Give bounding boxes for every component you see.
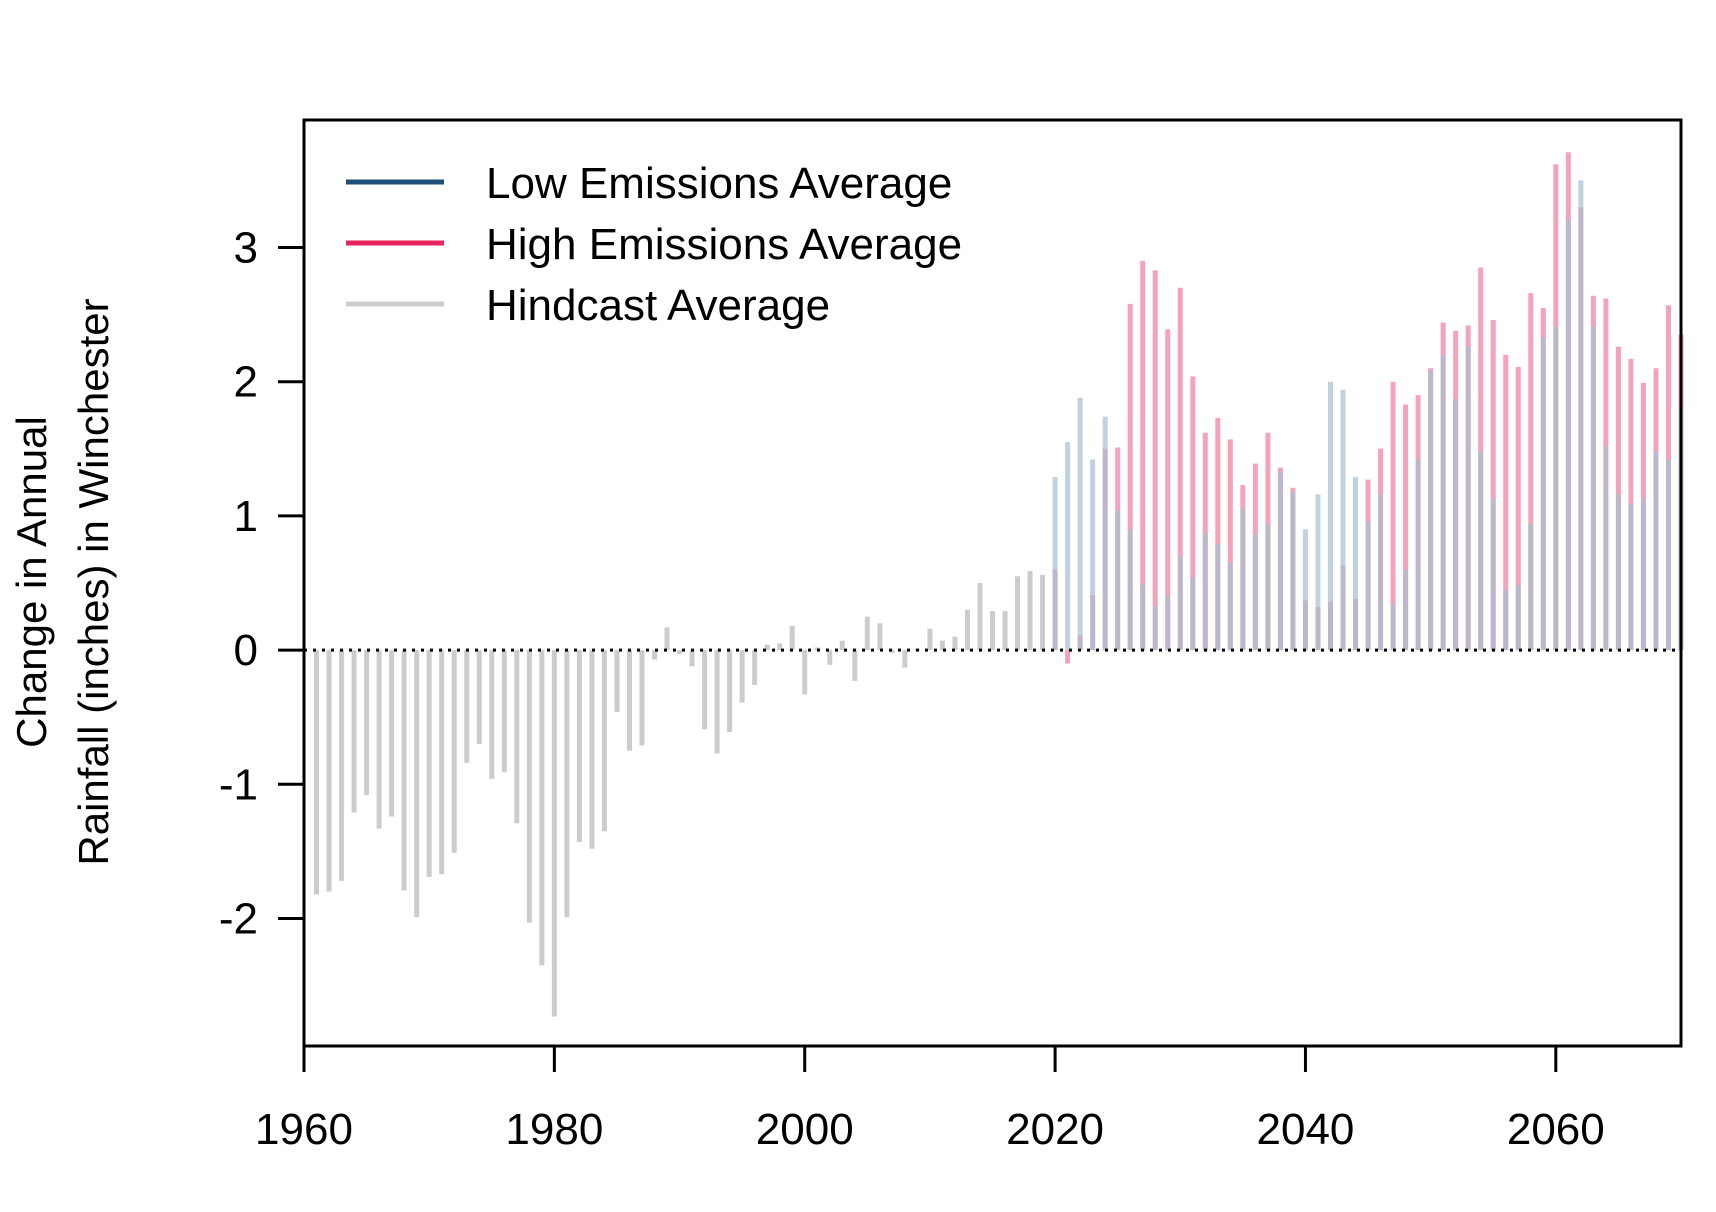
y-tick-label-2: 2	[234, 358, 258, 407]
y-tick-label-1: 1	[234, 492, 258, 541]
y-axis-title: Change in Annual Rainfall (inches) in Wi…	[8, 298, 117, 865]
legend: Low Emissions Average High Emissions Aver…	[346, 159, 962, 330]
y-tick-label--2: -2	[219, 895, 258, 944]
y-tick-label-3: 3	[234, 223, 258, 272]
y-axis: -2 -1 0 1 2 3	[219, 223, 304, 944]
y-tick-label-0: 0	[234, 626, 258, 675]
x-tick-label-2000: 2000	[756, 1105, 854, 1154]
x-tick-label-2060: 2060	[1507, 1105, 1605, 1154]
legend-label-2: Hindcast Average	[486, 281, 830, 330]
y-axis-title-line-1: Change in Annual	[8, 416, 55, 748]
y-axis-title-line-2: Rainfall (inches) in Winchester	[70, 298, 117, 865]
x-tick-label-1980: 1980	[505, 1105, 603, 1154]
x-tick-label-1960: 1960	[255, 1105, 353, 1154]
bar-layer	[314, 152, 1684, 1017]
plot-frame	[302, 118, 1683, 1048]
x-tick-label-2020: 2020	[1006, 1105, 1104, 1154]
legend-label-0: Low Emissions Average	[486, 159, 952, 208]
x-tick-label-2040: 2040	[1257, 1105, 1355, 1154]
legend-label-1: High Emissions Average	[486, 220, 962, 269]
y-tick-label--1: -1	[219, 760, 258, 809]
x-axis: 1960 1980 2000 2020 2040 2060	[255, 1046, 1605, 1154]
